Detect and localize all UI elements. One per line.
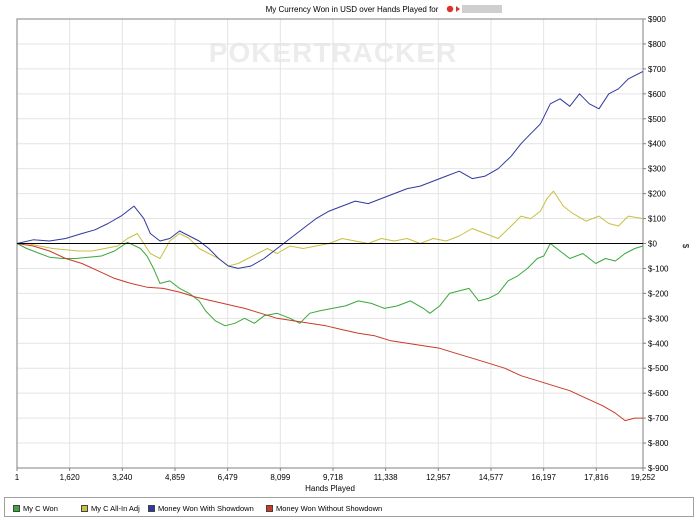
x-tick-label: 9,718: [323, 473, 344, 482]
legend-swatch: [148, 504, 155, 512]
series-line-0: [16, 241, 644, 327]
y-axis-title: $: [681, 244, 690, 249]
legend-item-my-c-all-in-adj[interactable]: My C All-In Adj: [81, 503, 140, 513]
y-tick-label: $-300: [648, 314, 669, 323]
y-tick-label: $0: [648, 240, 657, 249]
player-icon: [446, 5, 502, 13]
y-tick-label: $-200: [648, 289, 669, 298]
x-tick-label: 19,252: [631, 473, 656, 482]
legend-label: My C All-In Adj: [91, 503, 140, 513]
y-tick-label: $-600: [648, 389, 669, 398]
y-tick-label: $-100: [648, 264, 669, 273]
y-tick-label: $400: [648, 140, 666, 149]
y-tick-label: $-400: [648, 339, 669, 348]
legend-item-money-won-without-showdown[interactable]: Money Won Without Showdown: [266, 503, 382, 513]
legend-swatch: [81, 504, 88, 512]
y-tick-label: $-900: [648, 464, 669, 473]
y-axis-ticks: $900 $800 $700 $600 $500 $400 $300 $200 $100 $0 $-…: [643, 15, 669, 473]
y-tick-label: $700: [648, 65, 666, 74]
legend-label: Money Won With Showdown: [158, 503, 254, 513]
x-tick-label: 14,577: [479, 473, 504, 482]
y-tick-label: $600: [648, 90, 666, 99]
legend-swatch: [266, 504, 273, 512]
y-tick-label: $-500: [648, 364, 669, 373]
series-line-2: [16, 70, 644, 269]
x-tick-label: 11,338: [374, 473, 398, 482]
x-tick-label: 6,479: [218, 473, 239, 482]
legend-item-my-c-won[interactable]: My C Won: [13, 503, 58, 513]
series-line-3: [16, 243, 643, 422]
y-tick-label: $200: [648, 190, 666, 199]
y-tick-label: $100: [648, 215, 666, 224]
series-line-1: [17, 190, 644, 267]
legend-swatch: [13, 504, 20, 512]
x-tick-label: 17,816: [584, 473, 609, 482]
y-tick-label: $500: [648, 115, 666, 124]
legend-label: My C Won: [23, 503, 58, 513]
y-tick-label: $800: [648, 40, 666, 49]
legend-item-money-won-with-showdown[interactable]: Money Won With Showdown: [148, 503, 254, 513]
y-tick-label: $300: [648, 165, 666, 174]
x-tick-label: 4,859: [165, 473, 186, 482]
x-tick-label: 3,240: [112, 473, 133, 482]
y-tick-label: $900: [648, 15, 666, 24]
x-tick-label: 12,957: [426, 473, 451, 482]
x-axis-ticks: 1 1,620 3,240 4,859 6,479 8,099 9,718 11,338 12,…: [15, 468, 656, 482]
x-tick-label: 1: [15, 473, 20, 482]
x-tick-label: 16,197: [531, 473, 556, 482]
y-tick-label: $-800: [648, 439, 669, 448]
legend: My C Won My C All-In Adj Money Won With …: [4, 497, 694, 517]
x-tick-label: 8,099: [270, 473, 291, 482]
x-axis-title: Hands Played: [305, 484, 355, 493]
x-tick-label: 1,620: [60, 473, 81, 482]
y-tick-label: $-700: [648, 414, 669, 423]
legend-label: Money Won Without Showdown: [276, 503, 383, 513]
chart-title: My Currency Won in USD over Hands Played…: [266, 5, 439, 14]
series-layer: [16, 70, 644, 422]
